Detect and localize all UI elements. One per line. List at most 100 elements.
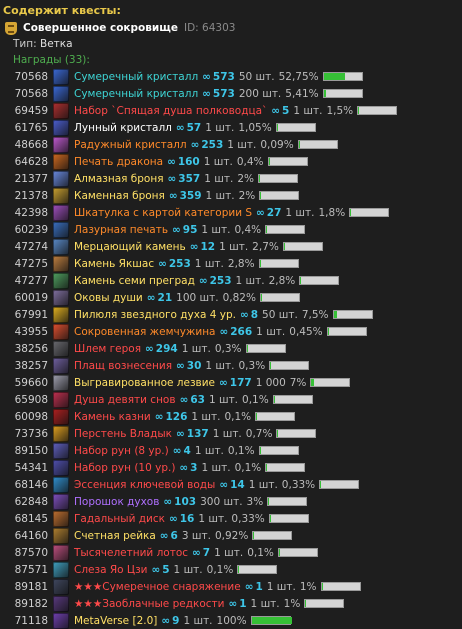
- reward-row[interactable]: 65908 Душа девяти снов ∞ 63 1 шт. 0,1%: [0, 391, 462, 408]
- reward-row[interactable]: 47275 Камень Якшас ∞ 253 1 шт. 2,8%: [0, 255, 462, 272]
- item-icon[interactable]: [53, 119, 69, 136]
- item-icon[interactable]: [53, 340, 69, 357]
- reward-name[interactable]: Сумеречный кристалл: [74, 70, 199, 83]
- chain-count[interactable]: 7: [202, 546, 211, 559]
- chain-count[interactable]: 103: [174, 495, 197, 508]
- chain-count[interactable]: 177: [229, 376, 252, 389]
- reward-row[interactable]: 42398 Шкатулка с картой категории S ∞ 27 1 ш…: [0, 204, 462, 221]
- item-icon[interactable]: [53, 510, 69, 527]
- chain-count[interactable]: 573: [212, 70, 235, 83]
- chain-count[interactable]: 16: [179, 512, 195, 525]
- reward-row[interactable]: 54341 Набор рун (10 ур.) ∞ 3 1 шт. 0,1%: [0, 459, 462, 476]
- reward-row[interactable]: 87571 Слеза Яо Цзи ∞ 5 1 шт. 0,1%: [0, 561, 462, 578]
- item-icon[interactable]: [53, 527, 69, 544]
- item-icon[interactable]: [53, 425, 69, 442]
- reward-row[interactable]: 60239 Лазурная печать ∞ 95 1 шт. 0,4%: [0, 221, 462, 238]
- item-icon[interactable]: [53, 391, 69, 408]
- reward-row[interactable]: 69459 Набор `Спящая душа полководца` ∞ 5 1 ш…: [0, 102, 462, 119]
- reward-row[interactable]: 38256 Шлем героя ∞ 294 1 шт. 0,3%: [0, 340, 462, 357]
- item-icon[interactable]: [53, 85, 69, 102]
- reward-name[interactable]: Перстень Владык: [74, 427, 173, 440]
- chain-count[interactable]: 126: [165, 410, 188, 423]
- item-icon[interactable]: [53, 170, 69, 187]
- reward-name[interactable]: Радужный кристалл: [74, 138, 187, 151]
- reward-row[interactable]: 68146 Эссенция ключевой воды ∞ 14 1 шт. 0,33%: [0, 476, 462, 493]
- reward-row[interactable]: 68145 Гадальный диск ∞ 16 1 шт. 0,33%: [0, 510, 462, 527]
- item-icon[interactable]: [53, 187, 69, 204]
- reward-name[interactable]: Эссенция ключевой воды: [74, 478, 216, 491]
- reward-row[interactable]: 47274 Мерцающий камень ∞ 12 1 шт. 2,7%: [0, 238, 462, 255]
- chain-count[interactable]: 253: [201, 138, 224, 151]
- reward-row[interactable]: 64160 Счетная рейка ∞ 6 3 шт. 0,92%: [0, 527, 462, 544]
- chain-count[interactable]: 21: [157, 291, 173, 304]
- chain-count[interactable]: 3: [190, 461, 198, 474]
- chain-count[interactable]: 160: [177, 155, 200, 168]
- reward-name[interactable]: Душа девяти снов: [74, 393, 176, 406]
- item-icon[interactable]: [53, 357, 69, 374]
- reward-row[interactable]: 60098 Камень казни ∞ 126 1 шт. 0,1%: [0, 408, 462, 425]
- item-icon[interactable]: [53, 544, 69, 561]
- chain-count[interactable]: 4: [183, 444, 191, 457]
- item-icon[interactable]: [53, 306, 69, 323]
- reward-name[interactable]: Набор рун (8 ур.): [74, 444, 169, 457]
- quest-entry[interactable]: Совершенное сокровище ID: 64303: [5, 20, 235, 36]
- item-icon[interactable]: [53, 442, 69, 459]
- item-icon[interactable]: [53, 408, 69, 425]
- reward-row[interactable]: 60019 Оковы души ∞ 21 100 шт. 0,82%: [0, 289, 462, 306]
- chain-count[interactable]: 253: [209, 274, 232, 287]
- reward-name[interactable]: Порошок духов: [74, 495, 160, 508]
- reward-name[interactable]: Шкатулка с картой категории S: [74, 206, 253, 219]
- chain-count[interactable]: 14: [230, 478, 245, 491]
- item-icon[interactable]: [53, 272, 69, 289]
- chain-count[interactable]: 27: [266, 206, 282, 219]
- item-icon[interactable]: [53, 323, 69, 340]
- item-icon[interactable]: [53, 255, 69, 272]
- chain-count[interactable]: 137: [186, 427, 209, 440]
- reward-row[interactable]: 89182 ★★★Заоблачные редкости ∞ 1 1 шт. 1%: [0, 595, 462, 612]
- chain-count[interactable]: 57: [186, 121, 202, 134]
- chain-count[interactable]: 8: [250, 308, 259, 321]
- item-icon[interactable]: [53, 476, 69, 493]
- reward-row[interactable]: 73736 Перстень Владык ∞ 137 1 шт. 0,7%: [0, 425, 462, 442]
- reward-name[interactable]: Тысячелетний лотос: [74, 546, 189, 559]
- reward-name[interactable]: Камень казни: [74, 410, 151, 423]
- chain-count[interactable]: 359: [179, 189, 202, 202]
- chain-count[interactable]: 294: [155, 342, 178, 355]
- item-icon[interactable]: [53, 595, 69, 612]
- quest-name[interactable]: Совершенное сокровище: [23, 22, 178, 34]
- reward-name[interactable]: Сумеречный кристалл: [74, 87, 199, 100]
- chain-count[interactable]: 12: [200, 240, 216, 253]
- chain-count[interactable]: 95: [182, 223, 198, 236]
- reward-row[interactable]: 47277 Камень семи преград ∞ 253 1 шт. 2,8%: [0, 272, 462, 289]
- item-icon[interactable]: [53, 238, 69, 255]
- reward-name[interactable]: Лунный кристалл: [74, 121, 172, 134]
- reward-row[interactable]: 59660 Выгравированное лезвие ∞ 177 1 000 7%: [0, 374, 462, 391]
- reward-name[interactable]: Лазурная печать: [74, 223, 169, 236]
- chain-count[interactable]: 357: [178, 172, 201, 185]
- reward-row[interactable]: 43955 Сокровенная жемчужина ∞ 266 1 шт. 0,45%: [0, 323, 462, 340]
- item-icon[interactable]: [53, 204, 69, 221]
- chain-count[interactable]: 253: [168, 257, 191, 270]
- reward-row[interactable]: 62848 Порошок духов ∞ 103 300 шт. 3%: [0, 493, 462, 510]
- reward-name[interactable]: Оковы души: [74, 291, 143, 304]
- reward-name[interactable]: Сокровенная жемчужина: [74, 325, 216, 338]
- reward-name[interactable]: Мерцающий камень: [74, 240, 186, 253]
- item-icon[interactable]: [53, 459, 69, 476]
- reward-row[interactable]: 70568 Сумеречный кристалл ∞ 573 50 шт. 52,75%: [0, 68, 462, 85]
- reward-name[interactable]: Выгравированное лезвие: [74, 376, 216, 389]
- item-icon[interactable]: [53, 493, 69, 510]
- reward-row[interactable]: 67991 Пилюля звездного духа 4 ур. ∞ 8 50 шт.…: [0, 306, 462, 323]
- reward-name[interactable]: Слеза Яо Цзи: [74, 563, 148, 576]
- chain-count[interactable]: 266: [230, 325, 253, 338]
- reward-name[interactable]: Набор `Спящая душа полководца`: [74, 104, 268, 117]
- reward-name[interactable]: Счетная рейка: [74, 529, 156, 542]
- reward-name[interactable]: Шлем героя: [74, 342, 142, 355]
- item-icon[interactable]: [53, 221, 69, 238]
- reward-row[interactable]: 21377 Алмазная броня ∞ 357 1 шт. 2%: [0, 170, 462, 187]
- chain-count[interactable]: 6: [170, 529, 178, 542]
- reward-name[interactable]: ★★★Заоблачные редкости: [74, 597, 225, 610]
- item-icon[interactable]: [53, 612, 69, 629]
- item-icon[interactable]: [53, 68, 69, 85]
- chain-count[interactable]: 5: [282, 104, 290, 117]
- reward-name[interactable]: Набор рун (10 ур.): [74, 461, 176, 474]
